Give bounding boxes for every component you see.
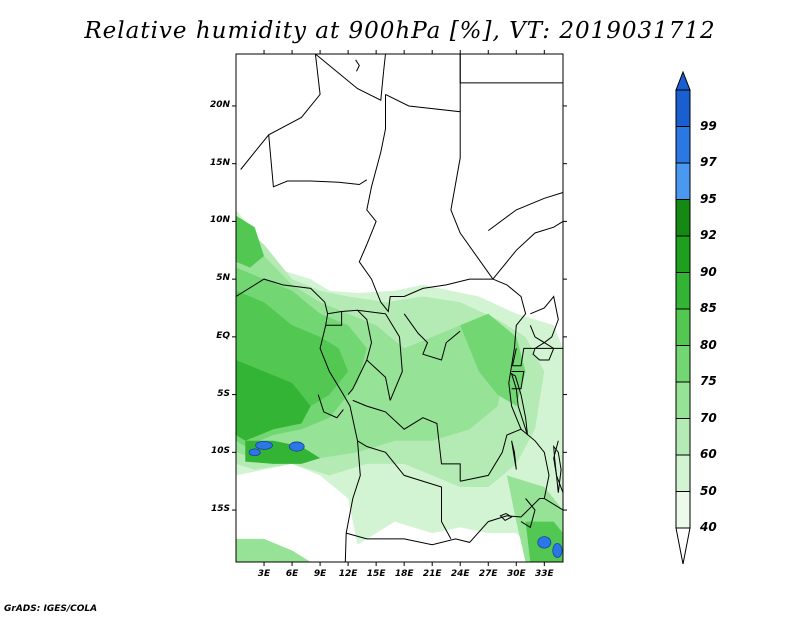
colorbar-bottom-arrow xyxy=(675,527,691,565)
border-line-21 xyxy=(520,498,545,518)
colorbar-box-95 xyxy=(675,162,691,200)
colorbar-box-70 xyxy=(675,381,691,419)
border-line-0 xyxy=(235,278,361,563)
colorbar-box-90 xyxy=(675,235,691,273)
lake-outline-3 xyxy=(532,342,555,361)
border-line-14 xyxy=(347,309,373,395)
colorbar-box-75 xyxy=(675,345,691,383)
border-line-27 xyxy=(355,59,360,72)
colorbar-top-arrow xyxy=(675,70,691,91)
lon-tick-label: 6E xyxy=(285,569,299,579)
colorbar-label: 99 xyxy=(700,118,717,133)
border-line-20 xyxy=(460,428,564,511)
humidity-zone-85 xyxy=(236,360,311,441)
colorbar-box-99 xyxy=(675,89,691,127)
colorbar-label: 50 xyxy=(700,483,717,498)
lat-tick-label: 5N xyxy=(216,273,230,284)
border-line-13 xyxy=(325,311,343,326)
lon-tick-label: 15E xyxy=(366,569,386,579)
lon-tick-label: 33E xyxy=(534,569,554,579)
colorbar-label: 97 xyxy=(700,155,717,169)
border-line-1 xyxy=(240,53,321,170)
lat-tick-label: 20N xyxy=(209,99,230,110)
lake-outline-1 xyxy=(511,440,517,470)
lake-outline-4 xyxy=(499,512,513,522)
lon-tick-label: 24E xyxy=(450,569,470,579)
lon-tick-label: 12E xyxy=(338,569,358,579)
humidity-spot-95-4 xyxy=(552,543,563,558)
lat-tick-label: 15N xyxy=(209,157,230,168)
lat-tick-label: 15S xyxy=(210,504,230,515)
border-line-2 xyxy=(315,53,385,101)
colorbar-label: 40 xyxy=(700,520,717,534)
country-borders xyxy=(235,53,564,563)
lake-outline-2 xyxy=(553,444,562,493)
border-line-18 xyxy=(357,440,452,540)
humidity-zone-80-ne xyxy=(236,215,264,268)
colorbar-box-60 xyxy=(675,418,691,456)
colorbar-label: 90 xyxy=(700,264,717,279)
colorbar-box-92 xyxy=(675,199,691,237)
border-line-19 xyxy=(346,515,522,546)
border-line-10 xyxy=(459,54,563,84)
colorbar-label: 60 xyxy=(700,447,717,461)
colorbar-box-40 xyxy=(675,491,691,529)
humidity-spot-95-3 xyxy=(537,536,552,549)
border-line-12 xyxy=(327,309,386,315)
lon-tick-label: 21E xyxy=(422,569,442,579)
border-line-6 xyxy=(385,93,494,280)
border-line-17 xyxy=(352,399,461,482)
axis-ticks xyxy=(232,50,567,566)
border-line-29 xyxy=(317,394,344,419)
border-line-22 xyxy=(511,347,563,367)
lat-tick-label: EQ xyxy=(216,330,230,341)
lon-tick-label: 18E xyxy=(394,569,414,579)
lon-tick-label: 30E xyxy=(506,569,526,579)
border-line-9 xyxy=(492,220,564,280)
colorbar-box-50 xyxy=(675,454,691,492)
border-line-23 xyxy=(508,348,522,430)
lake-outline-0 xyxy=(510,372,528,436)
map-title: Relative humidity at 900hPa [%], VT: 201… xyxy=(84,18,716,44)
border-line-25 xyxy=(529,295,559,344)
map-frame xyxy=(235,53,564,563)
border-line-28 xyxy=(403,313,461,361)
lat-tick-label: 10S xyxy=(210,446,230,457)
colorbar-box-80 xyxy=(675,308,691,346)
colorbar-label: 80 xyxy=(700,337,717,352)
border-line-15 xyxy=(366,359,391,401)
grads-credit: GrADS: IGES/COLA xyxy=(4,604,98,614)
lat-tick-label: 10N xyxy=(209,215,230,226)
colorbar xyxy=(675,70,691,565)
border-line-5 xyxy=(358,94,386,303)
humidity-spot-95-0 xyxy=(255,440,273,450)
border-line-16 xyxy=(385,313,403,401)
lon-tick-label: 9E xyxy=(313,569,327,579)
colorbar-label: 70 xyxy=(700,410,717,425)
humidity-zone-70-sw xyxy=(236,538,311,562)
colorbar-label: 92 xyxy=(700,228,717,242)
border-line-8 xyxy=(380,278,527,349)
border-line-3 xyxy=(268,134,368,188)
lon-tick-label: 27E xyxy=(478,569,498,579)
colorbar-box-85 xyxy=(675,272,691,310)
colorbar-box-97 xyxy=(675,126,691,164)
lat-tick-label: 5S xyxy=(217,388,230,399)
colorbar-label: 95 xyxy=(700,191,717,206)
border-line-4 xyxy=(383,53,386,72)
colorbar-label: 75 xyxy=(700,374,717,388)
colorbar-label: 85 xyxy=(700,301,717,315)
humidity-spot-95-1 xyxy=(288,441,305,452)
border-line-30 xyxy=(520,498,536,529)
lon-tick-label: 3E xyxy=(257,569,271,579)
border-line-11 xyxy=(488,192,564,232)
humidity-field xyxy=(236,209,563,562)
humidity-spot-95-2 xyxy=(248,448,261,457)
